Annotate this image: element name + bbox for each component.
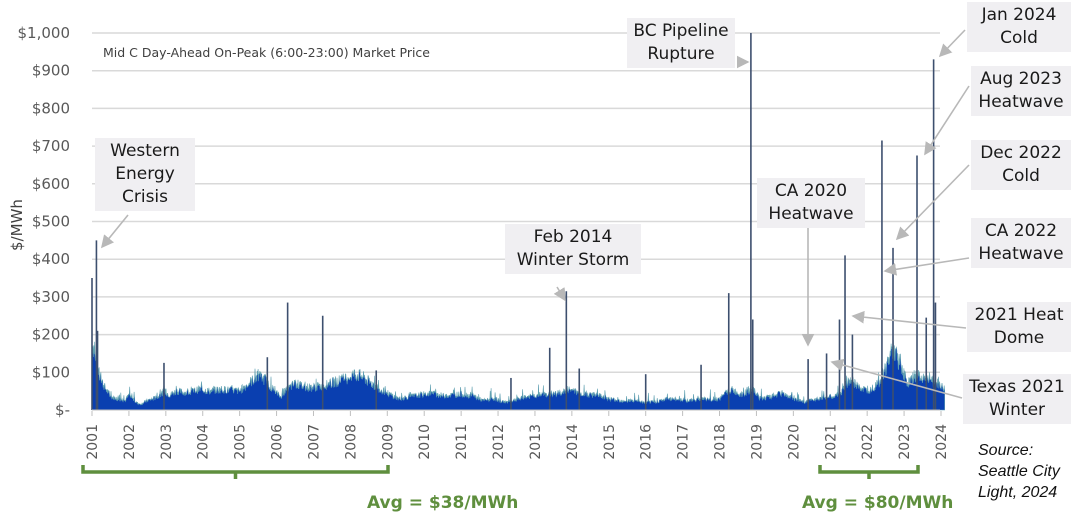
avg-label-2021-2023: Avg = $80/MWh <box>802 493 954 513</box>
y-tick-label: $100 <box>32 363 70 381</box>
annotation-callout: Jan 2024 Cold <box>967 2 1071 52</box>
annotation-line: 2021 Heat <box>974 305 1064 325</box>
x-tick-label: 2016 <box>639 424 655 460</box>
x-tick-label: 2017 <box>676 424 692 460</box>
y-tick-label: $500 <box>32 213 70 231</box>
annotation-arrow <box>938 29 966 58</box>
average-brace <box>818 465 920 479</box>
annotation-callout: Feb 2014 Winter Storm <box>505 224 641 274</box>
annotation-callout: Western Energy Crisis <box>95 138 195 211</box>
x-tick-label: 2015 <box>602 424 618 460</box>
y-tick-label: $200 <box>32 326 70 344</box>
annotation-line: Heatwave <box>768 204 854 224</box>
annotation-line: Heatwave <box>978 92 1064 112</box>
x-tick-label: 2023 <box>897 424 913 460</box>
x-tick-label: 2020 <box>786 424 802 460</box>
source-line: Light, 2024 <box>978 484 1058 501</box>
x-tick-label: 2010 <box>417 424 433 460</box>
annotation-line: Winter Storm <box>516 250 630 270</box>
annotation-line: Jan 2024 <box>981 5 1057 25</box>
price-area <box>91 339 946 411</box>
annotation-callout: 2021 Heat Dome <box>967 302 1071 352</box>
annotation-line: Aug 2023 <box>980 69 1062 89</box>
x-tick-label: 2001 <box>85 424 101 460</box>
x-axis: 2001 2002 2003 2004 2005 2006 2007 2008 2009 2010… <box>85 409 950 460</box>
x-tick-label: 2014 <box>565 424 581 460</box>
annotation-line: Heatwave <box>978 244 1064 264</box>
average-braces <box>81 465 920 479</box>
price-area-series <box>91 339 946 411</box>
x-tick-label: 2021 <box>823 424 839 460</box>
x-tick-label: 2019 <box>749 424 765 460</box>
x-tick-label: 2013 <box>528 424 544 460</box>
x-tick-label: 2003 <box>159 424 175 460</box>
annotation-line: Dome <box>993 328 1045 348</box>
annotation-callout: Aug 2023 Heatwave <box>971 66 1071 116</box>
source-note: Source: Seattle City Light, 2024 <box>978 440 1060 503</box>
annotation-line: Energy <box>115 164 175 184</box>
gridlines <box>92 32 940 374</box>
annotation-arrow <box>100 214 129 249</box>
y-tick-label: $1,000 <box>18 24 71 42</box>
y-tick-label: $700 <box>32 137 70 155</box>
annotation-arrows <box>100 29 970 399</box>
x-tick-label: 2009 <box>380 424 396 460</box>
x-tick-label: 2006 <box>270 424 286 460</box>
annotation-callout: Texas 2021 Winter <box>963 374 1071 424</box>
y-tick-label: $400 <box>32 250 70 268</box>
annotation-line: Dec 2022 <box>980 143 1062 163</box>
x-tick-label: 2005 <box>233 424 249 460</box>
annotation-line: CA 2020 <box>774 181 848 201</box>
source-line: Source: <box>978 442 1034 459</box>
annotation-line: Crisis <box>121 187 169 207</box>
annotation-callout: BC Pipeline Rupture <box>627 18 735 68</box>
y-tick-label: $300 <box>32 288 70 306</box>
y-tick-label: $800 <box>32 99 70 117</box>
y-axis-label: $/MWh <box>8 199 26 251</box>
average-brace <box>81 465 390 479</box>
annotation-line: Winter <box>988 400 1046 420</box>
x-tick-label: 2002 <box>122 424 138 460</box>
y-axis-ticks: $- $100 $200 $300 $400 $500 $600 $700 $800 $900 $1… <box>18 24 71 419</box>
y-tick-label: $- <box>55 401 70 419</box>
annotation-line: BC Pipeline <box>633 21 729 41</box>
annotation-arrow <box>830 358 963 399</box>
annotation-callout: CA 2020 Heatwave <box>757 178 865 228</box>
price-spikes <box>91 33 937 410</box>
annotation-line: Cold <box>1002 166 1040 186</box>
annotation-callout: Dec 2022 Cold <box>971 140 1071 190</box>
x-tick-label: 2011 <box>454 424 470 460</box>
annotation-line: Rupture <box>647 44 715 64</box>
annotation-callout: CA 2022 Heatwave <box>971 218 1071 268</box>
source-line: Seattle City <box>978 463 1060 480</box>
x-tick-label: 2024 <box>934 424 950 460</box>
annotation-line: Texas 2021 <box>969 377 1065 397</box>
annotation-line: Cold <box>1000 28 1038 48</box>
annotation-arrow <box>883 257 970 276</box>
annotation-line: Western <box>110 141 180 161</box>
annotation-line: Feb 2014 <box>533 227 613 247</box>
annotation-arrow <box>851 310 967 329</box>
x-tick-label: 2004 <box>196 424 212 460</box>
avg-label-2001-2020: Avg = $38/MWh <box>367 493 519 513</box>
x-tick-label: 2008 <box>343 424 359 460</box>
x-tick-label: 2012 <box>491 424 507 460</box>
annotation-arrow <box>924 85 970 156</box>
chart-title: Mid C Day-Ahead On-Peak (6:00-23:00) Mar… <box>103 45 430 60</box>
annotation-line: CA 2022 <box>984 221 1058 241</box>
y-tick-label: $900 <box>32 62 70 80</box>
x-tick-label: 2018 <box>713 424 729 460</box>
annotation-arrow <box>895 164 970 241</box>
annotation-arrow <box>553 286 566 302</box>
y-tick-label: $600 <box>32 175 70 193</box>
x-tick-label: 2007 <box>306 424 322 460</box>
x-tick-label: 2022 <box>860 424 876 460</box>
